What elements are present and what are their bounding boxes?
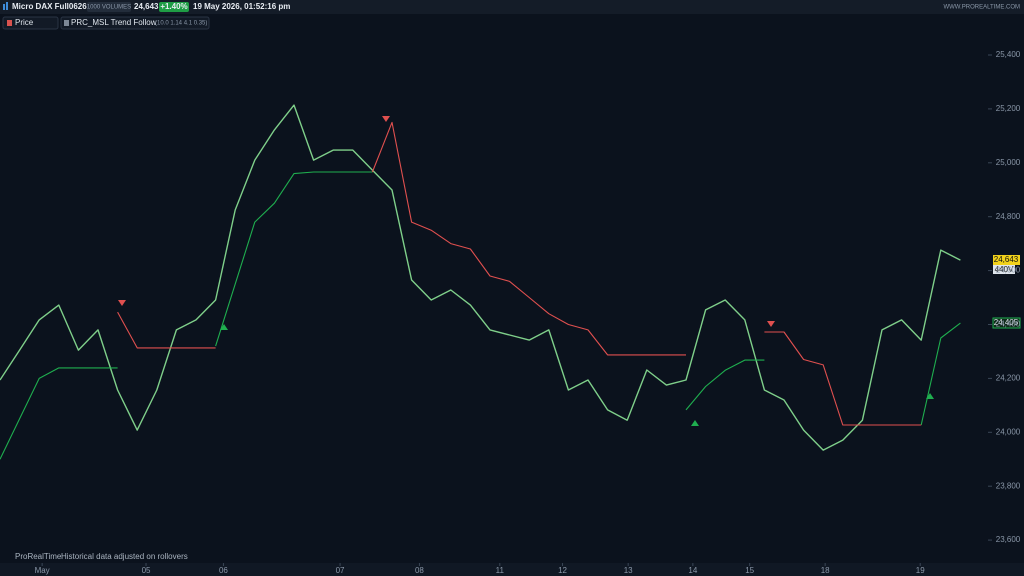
y-tick-label: 23,600 — [996, 535, 1021, 544]
x-tick-label: 06 — [219, 566, 228, 575]
buy-arrow — [220, 324, 228, 330]
buy-arrow — [691, 420, 699, 426]
series-line — [0, 104, 961, 451]
y-tick-label: 24,600 — [996, 266, 1021, 275]
x-tick-label: May — [35, 566, 50, 575]
x-tick-label: 19 — [916, 566, 925, 575]
footer-brand: ProRealTime — [15, 552, 62, 561]
legend-indicator[interactable] — [60, 16, 210, 30]
x-tick-label: 13 — [624, 566, 633, 575]
legend-indicator-label: PRC_MSL Trend Follow — [71, 18, 157, 27]
sell-arrow — [382, 116, 390, 122]
series-line — [0, 171, 961, 460]
buy-arrow — [926, 393, 934, 399]
y-tick-label: 24,400 — [996, 320, 1021, 329]
instrument: Micro DAX Full0626 — [12, 2, 87, 11]
volume-box — [993, 265, 1015, 274]
footer-note: Historical data adjusted on rollovers — [61, 552, 188, 561]
volume-badge — [87, 2, 131, 12]
x-tick-label: 14 — [688, 566, 697, 575]
volumes: 1000 VOLUMES — [87, 5, 131, 11]
last-price-box — [993, 255, 1020, 265]
sell-arrow — [767, 321, 775, 327]
x-axis-bar — [0, 563, 1024, 576]
series-line — [117, 121, 922, 426]
x-tick-label: 08 — [415, 566, 424, 575]
last-price-label: 24,643 — [994, 255, 1019, 264]
y-tick-label: 25,000 — [996, 158, 1021, 167]
x-tick-label: 15 — [745, 566, 754, 575]
y-tick-label: 24,200 — [996, 374, 1021, 383]
x-tick-label: 05 — [142, 566, 151, 575]
volume-label: 440V — [995, 265, 1014, 274]
y-tick-label: 23,800 — [996, 481, 1021, 490]
y-tick-label: 24,800 — [996, 212, 1021, 221]
legend-params: (10.0 1.14 4.1 0.35) — [155, 21, 207, 27]
y-tick-label: 25,400 — [996, 50, 1021, 59]
x-tick-label: 12 — [558, 566, 567, 575]
x-tick-label: 18 — [821, 566, 830, 575]
logo — [3, 4, 5, 10]
change-badge — [159, 2, 189, 12]
plot — [0, 54, 992, 541]
sell-arrow — [118, 300, 126, 306]
stop-box — [992, 317, 1021, 329]
last-price: 24,643 — [134, 2, 159, 11]
x-tick-label: 07 — [336, 566, 345, 575]
logo — [6, 2, 8, 10]
legend-swatch — [64, 20, 69, 26]
legend-price[interactable] — [2, 16, 59, 30]
y-tick-label: 24,000 — [996, 427, 1021, 436]
legend-price-label: Price — [15, 18, 34, 27]
header-bar — [0, 0, 1024, 14]
change: +1.40% — [160, 2, 187, 11]
site: WWW.PROREALTIME.COM — [943, 5, 1020, 11]
y-tick-label: 25,200 — [996, 104, 1021, 113]
legend-swatch — [7, 20, 12, 26]
datetime: 19 May 2026, 01:52:16 pm — [193, 2, 290, 11]
x-tick-label: 11 — [496, 566, 505, 575]
stop-label: 24,405 — [994, 318, 1019, 327]
